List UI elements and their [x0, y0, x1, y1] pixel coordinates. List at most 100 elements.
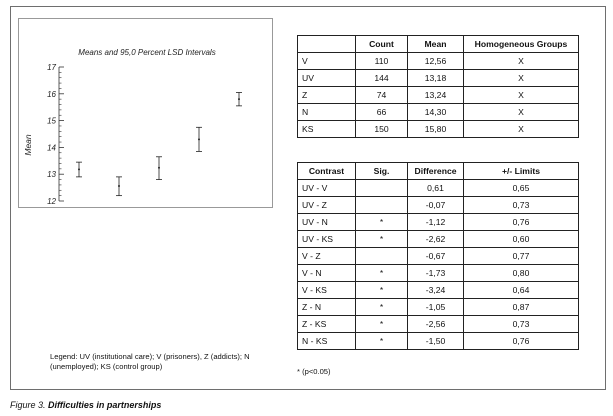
plot-area: 121314151617UVVZNKS — [47, 63, 245, 217]
table-cell: * — [355, 315, 408, 333]
table-cell: 74 — [355, 86, 408, 104]
table-cell: V — [297, 52, 356, 70]
table-cell: -1,05 — [407, 298, 464, 316]
table-cell: 12,56 — [407, 52, 464, 70]
contrast-row: V - KS * -3,24 0,64 — [297, 281, 579, 299]
table-cell: 0,64 — [463, 281, 579, 299]
contrast-row: Z - N * -1,05 0,87 — [297, 298, 579, 316]
column-header: Mean — [407, 35, 464, 53]
table-cell: V - KS — [297, 281, 356, 299]
means-row: V 110 12,56 X — [297, 52, 579, 70]
table-cell: 15,80 — [407, 120, 464, 138]
contrast-row: Z - KS * -2,56 0,73 — [297, 315, 579, 333]
contrast-row: V - N * -1,73 0,80 — [297, 264, 579, 282]
contrast-row: N - KS * -1,50 0,76 — [297, 332, 579, 350]
means-table-header: Count Mean Homogeneous Groups — [297, 35, 579, 53]
contrast-row: UV - Z -0,07 0,73 — [297, 196, 579, 214]
interval-chart: Means and 95,0 Percent LSD Intervals Mea… — [23, 48, 245, 217]
significance-footnote: * (p<0.05) — [297, 367, 331, 376]
table-cell: N — [297, 103, 356, 121]
means-table: Count Mean Homogeneous Groups V 110 12,56 X UV… — [297, 35, 579, 138]
column-header: +/- Limits — [463, 162, 579, 180]
table-cell — [355, 179, 408, 197]
chart-title: Means and 95,0 Percent LSD Intervals — [78, 48, 215, 57]
table-cell: 13,24 — [407, 86, 464, 104]
table-cell: 0,77 — [463, 247, 579, 265]
table-cell: 110 — [355, 52, 408, 70]
y-tick-label: 15 — [47, 117, 56, 126]
table-cell: Z - KS — [297, 315, 356, 333]
y-tick-label: 16 — [47, 90, 56, 99]
column-header: Difference — [407, 162, 464, 180]
table-cell: 0,73 — [463, 196, 579, 214]
table-cell: Z — [297, 86, 356, 104]
table-cell: UV — [297, 69, 356, 87]
table-cell: 0,87 — [463, 298, 579, 316]
table-cell: 0,76 — [463, 213, 579, 231]
table-cell: 14,30 — [407, 103, 464, 121]
table-cell: 0,73 — [463, 315, 579, 333]
mean-point — [118, 184, 120, 187]
table-cell: 66 — [355, 103, 408, 121]
table-cell: 0,65 — [463, 179, 579, 197]
means-row: Z 74 13,24 X — [297, 86, 579, 104]
table-cell: 144 — [355, 69, 408, 87]
y-tick-label: 14 — [47, 143, 56, 152]
table-cell: V - N — [297, 264, 356, 282]
table-cell: * — [355, 281, 408, 299]
table-cell: 13,18 — [407, 69, 464, 87]
mean-point — [198, 138, 200, 141]
table-cell: -3,24 — [407, 281, 464, 299]
table-cell: N - KS — [297, 332, 356, 350]
table-cell: X — [463, 103, 579, 121]
contrast-table: Contrast Sig. Difference +/- Limits UV - V 0… — [297, 162, 579, 350]
contrast-row: V - Z -0,67 0,77 — [297, 247, 579, 265]
contrast-row: UV - KS * -2,62 0,60 — [297, 230, 579, 248]
table-cell: -2,56 — [407, 315, 464, 333]
table-cell: * — [355, 230, 408, 248]
mean-point — [78, 168, 80, 171]
table-cell — [355, 196, 408, 214]
table-cell: KS — [297, 120, 356, 138]
table-cell: X — [463, 120, 579, 138]
table-cell: 0,80 — [463, 264, 579, 282]
column-header: Count — [355, 35, 408, 53]
table-cell: -2,62 — [407, 230, 464, 248]
y-tick-label: 13 — [47, 170, 56, 179]
table-cell: X — [463, 86, 579, 104]
table-cell: X — [463, 52, 579, 70]
column-header: Sig. — [355, 162, 408, 180]
chart-panel: Means and 95,0 Percent LSD Intervals Mea… — [18, 18, 273, 217]
table-cell: 0,76 — [463, 332, 579, 350]
mean-point — [238, 98, 240, 101]
table-cell — [355, 247, 408, 265]
table-cell: UV - N — [297, 213, 356, 231]
table-cell: 0,61 — [407, 179, 464, 197]
table-cell: -1,12 — [407, 213, 464, 231]
table-cell: -1,50 — [407, 332, 464, 350]
contrast-row: UV - N * -1,12 0,76 — [297, 213, 579, 231]
table-cell: UV - KS — [297, 230, 356, 248]
legend-text: Legend: UV (institutional care); V (pris… — [50, 352, 250, 371]
table-cell: -1,73 — [407, 264, 464, 282]
table-cell: -0,07 — [407, 196, 464, 214]
y-tick-label: 12 — [47, 197, 56, 206]
means-row: N 66 14,30 X — [297, 103, 579, 121]
table-cell: X — [463, 69, 579, 87]
y-axis-label: Mean — [23, 134, 33, 156]
table-cell: * — [355, 298, 408, 316]
caption-prefix: Figure 3. — [10, 400, 46, 410]
table-cell: * — [355, 332, 408, 350]
column-header: Homogeneous Groups — [463, 35, 579, 53]
caption-title: Difficulties in partnerships — [48, 400, 162, 410]
figure-caption: Figure 3. Difficulties in partnerships — [10, 400, 161, 410]
table-cell: Z - N — [297, 298, 356, 316]
table-cell: 0,60 — [463, 230, 579, 248]
mean-point — [158, 166, 160, 169]
contrast-table-header: Contrast Sig. Difference +/- Limits — [297, 162, 579, 180]
column-header — [297, 35, 356, 53]
table-cell: -0,67 — [407, 247, 464, 265]
table-cell: V - Z — [297, 247, 356, 265]
column-header: Contrast — [297, 162, 356, 180]
figure-frame — [10, 6, 606, 390]
